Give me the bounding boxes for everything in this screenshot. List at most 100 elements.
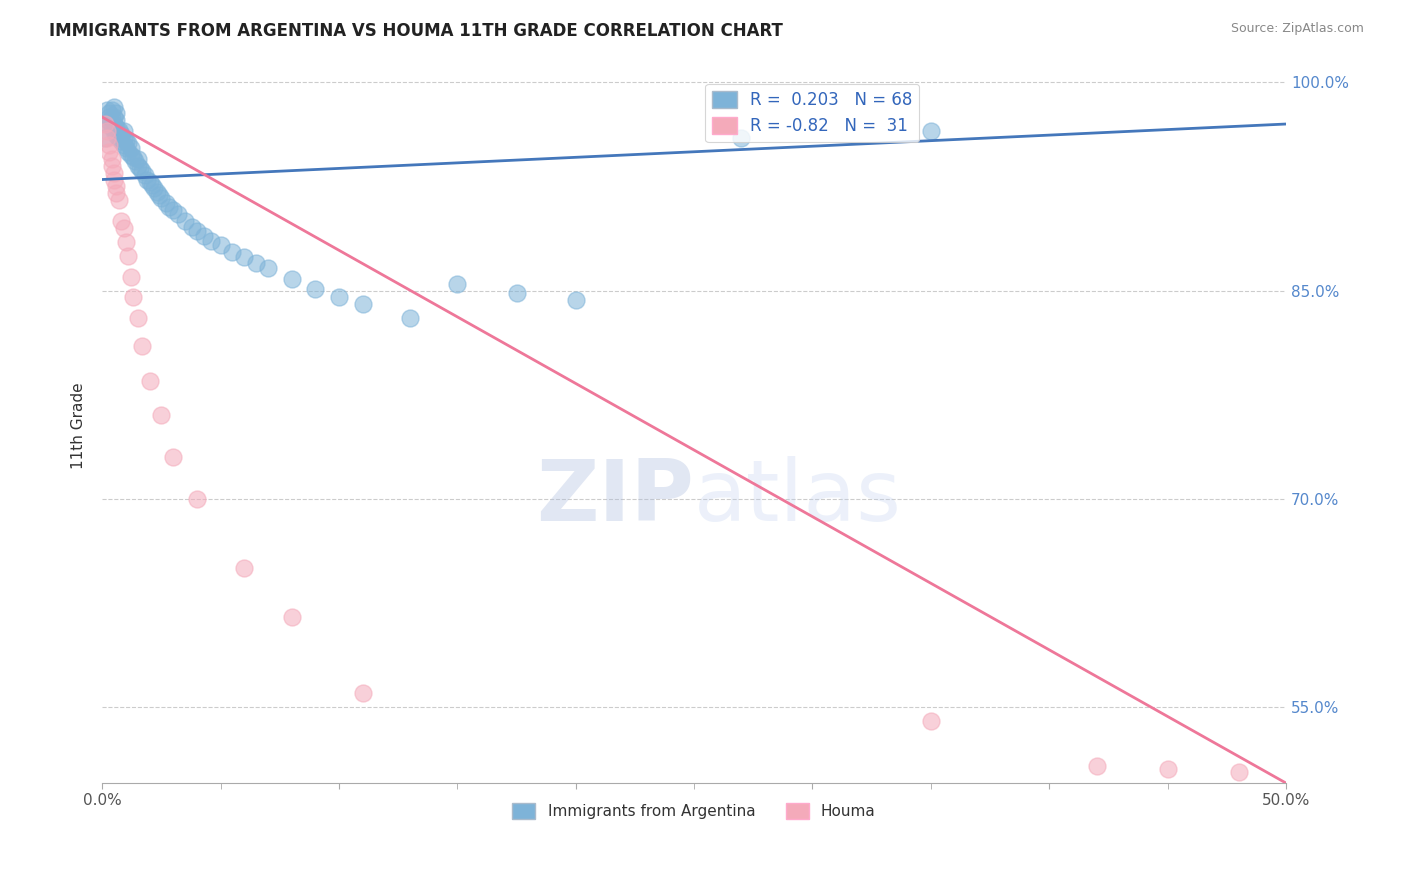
Point: [98, 106, 121, 120]
Point: [100, 103, 122, 117]
Point: [105, 179, 128, 194]
Point: [304, 282, 326, 296]
Text: atlas: atlas: [695, 456, 903, 539]
Point: [352, 297, 374, 311]
Point: [138, 175, 160, 189]
Point: [112, 137, 135, 152]
Point: [564, 293, 586, 308]
Point: [115, 140, 138, 154]
Point: [117, 249, 139, 263]
Point: [103, 172, 125, 186]
Point: [127, 159, 149, 173]
Point: [1156, 762, 1178, 776]
Point: [103, 124, 125, 138]
Point: [141, 178, 163, 192]
Point: [162, 450, 184, 464]
Point: [120, 140, 142, 154]
Point: [1085, 759, 1108, 773]
Point: [186, 224, 208, 238]
Point: [186, 491, 208, 506]
Point: [280, 609, 302, 624]
Point: [167, 207, 190, 221]
Point: [174, 214, 197, 228]
Point: [124, 154, 146, 169]
Point: [328, 290, 350, 304]
Point: [115, 235, 138, 249]
Point: [399, 311, 422, 326]
Point: [98, 114, 121, 128]
Point: [103, 100, 125, 114]
Point: [138, 374, 160, 388]
Point: [112, 124, 135, 138]
Point: [181, 219, 204, 234]
Point: [98, 145, 121, 159]
Point: [122, 150, 145, 164]
Point: [200, 234, 222, 248]
Point: [150, 190, 173, 204]
Point: [505, 286, 527, 301]
Point: [93, 131, 115, 145]
Text: IMMIGRANTS FROM ARGENTINA VS HOUMA 11TH GRADE CORRELATION CHART: IMMIGRANTS FROM ARGENTINA VS HOUMA 11TH …: [49, 22, 783, 40]
Point: [136, 172, 159, 186]
Point: [110, 127, 132, 141]
Point: [105, 128, 128, 142]
Point: [93, 117, 115, 131]
Point: [107, 122, 129, 136]
Point: [245, 256, 267, 270]
Point: [105, 186, 128, 201]
Point: [96, 117, 118, 131]
Point: [129, 161, 152, 176]
Point: [143, 181, 166, 195]
Point: [127, 311, 149, 326]
Y-axis label: 11th Grade: 11th Grade: [72, 383, 86, 469]
Point: [100, 120, 122, 134]
Point: [103, 117, 125, 131]
Point: [96, 131, 118, 145]
Point: [122, 290, 145, 304]
Point: [117, 145, 139, 159]
Point: [131, 164, 153, 178]
Point: [920, 124, 942, 138]
Point: [221, 244, 243, 259]
Point: [98, 110, 121, 124]
Point: [96, 103, 118, 117]
Point: [112, 221, 135, 235]
Point: [920, 714, 942, 728]
Point: [150, 409, 173, 423]
Point: [96, 124, 118, 138]
Point: [115, 134, 138, 148]
Point: [100, 112, 122, 126]
Point: [134, 169, 156, 183]
Point: [110, 214, 132, 228]
Point: [162, 202, 184, 217]
Point: [103, 110, 125, 124]
Text: Source: ZipAtlas.com: Source: ZipAtlas.com: [1230, 22, 1364, 36]
Point: [730, 131, 752, 145]
Point: [1227, 764, 1250, 779]
Point: [127, 152, 149, 166]
Point: [100, 152, 122, 166]
Point: [107, 131, 129, 145]
Point: [112, 131, 135, 145]
Point: [107, 194, 129, 208]
Point: [193, 229, 215, 244]
Point: [352, 686, 374, 700]
Point: [233, 561, 256, 575]
Point: [105, 106, 128, 120]
Point: [148, 187, 170, 202]
Point: [233, 250, 256, 264]
Point: [98, 137, 121, 152]
Point: [157, 200, 180, 214]
Point: [446, 277, 468, 291]
Point: [103, 165, 125, 179]
Point: [257, 261, 280, 276]
Point: [105, 112, 128, 127]
Legend: Immigrants from Argentina, Houma: Immigrants from Argentina, Houma: [506, 797, 882, 825]
Point: [280, 272, 302, 286]
Point: [120, 147, 142, 161]
Point: [120, 269, 142, 284]
Text: ZIP: ZIP: [536, 456, 695, 539]
Point: [155, 196, 177, 211]
Point: [117, 136, 139, 151]
Point: [131, 339, 153, 353]
